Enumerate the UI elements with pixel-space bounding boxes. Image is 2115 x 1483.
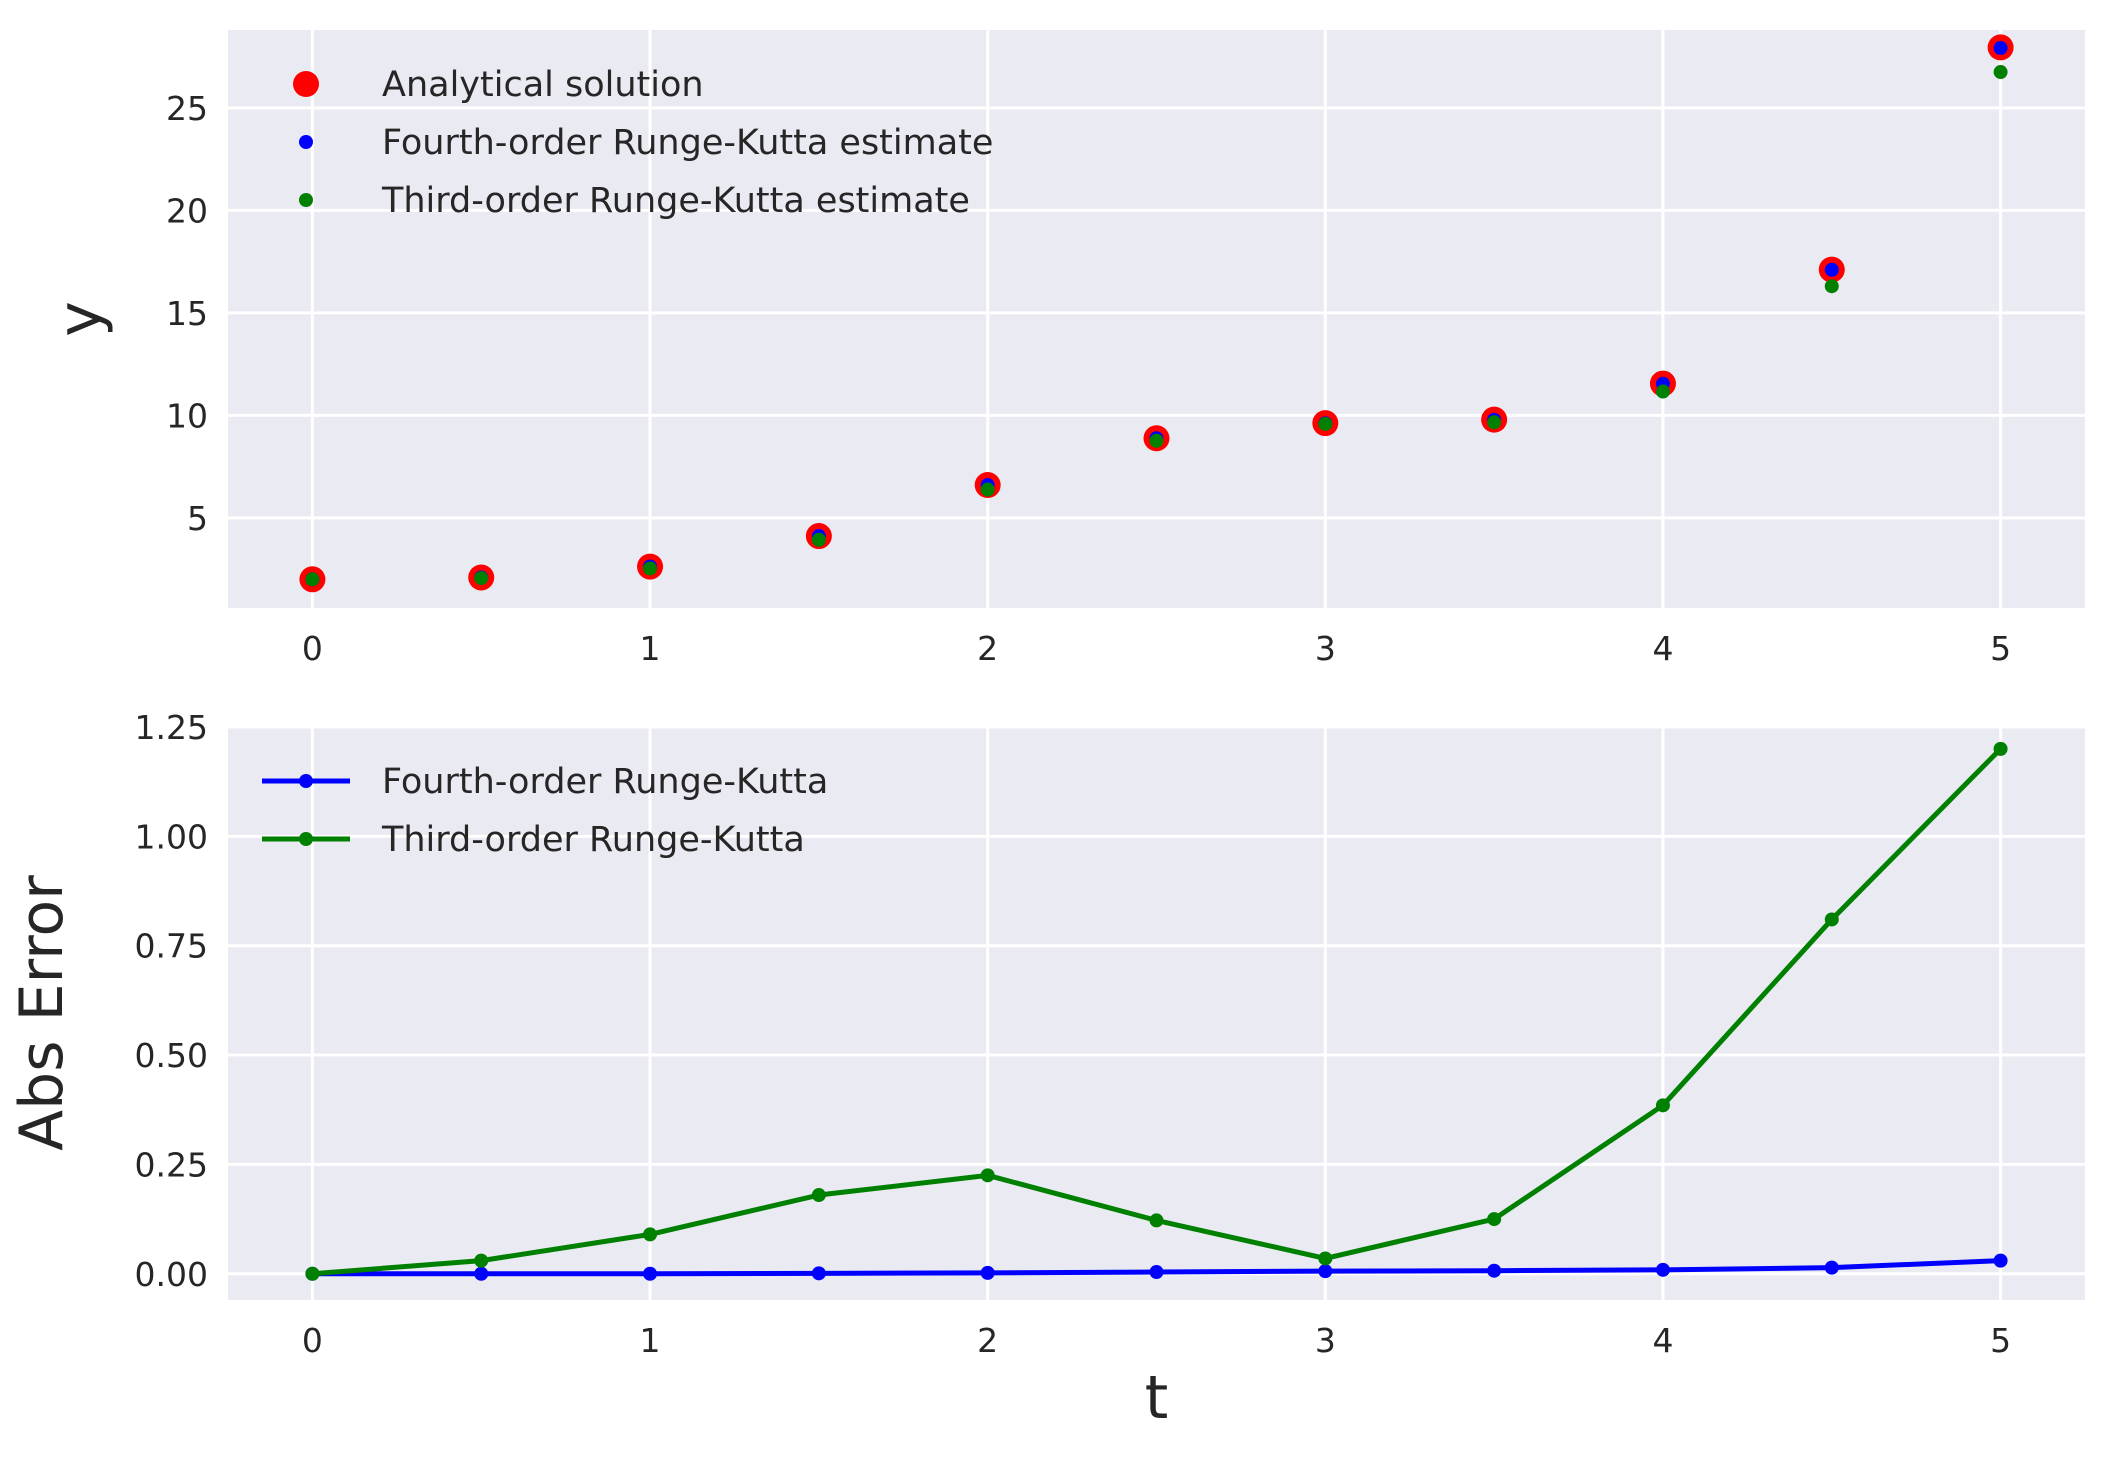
data-point xyxy=(1993,41,2008,56)
data-point xyxy=(1149,1213,1164,1228)
series-2 xyxy=(305,741,2008,1281)
series-3 xyxy=(305,65,2008,587)
data-point xyxy=(305,1266,320,1281)
data-point xyxy=(1487,415,1502,430)
data-point xyxy=(474,1253,489,1268)
series-1 xyxy=(305,1253,2008,1281)
y-tick-label: 0.50 xyxy=(135,1036,208,1075)
legend-marker xyxy=(299,135,313,149)
data-point xyxy=(1993,1253,2008,1268)
legend-label: Analytical solution xyxy=(382,65,704,105)
data-point xyxy=(1993,65,2008,80)
legend-marker xyxy=(299,193,313,207)
y-tick-label: 0.25 xyxy=(135,1145,208,1184)
x-tick-label: 2 xyxy=(977,1321,998,1360)
data-point xyxy=(1824,912,1839,927)
x-tick-label: 4 xyxy=(1652,1321,1673,1360)
data-point xyxy=(1655,384,1670,399)
legend-label: Fourth-order Runge-Kutta xyxy=(382,762,828,802)
legend: Analytical solution Fourth-order Runge-Ku… xyxy=(293,65,993,221)
x-tick-label: 1 xyxy=(640,629,661,668)
data-point xyxy=(1655,1098,1670,1113)
legend-label: Fourth-order Runge-Kutta estimate xyxy=(382,123,993,163)
data-point xyxy=(474,1266,489,1281)
data-point xyxy=(1487,1212,1502,1227)
x-tick-label: 0 xyxy=(302,629,323,668)
x-tick-label: 1 xyxy=(640,1321,661,1360)
data-point xyxy=(1824,262,1839,277)
y-axis-label: Abs Error xyxy=(7,875,77,1151)
data-point xyxy=(980,482,995,497)
y-axis-label: y xyxy=(45,301,115,337)
chart-panel-1: 0 1 2 3 4 5 5 10 15 20 25 y Analytical solution Fourt… xyxy=(45,30,2085,668)
x-tick-label: 3 xyxy=(1315,629,1336,668)
chart-panel-2: 0 1 2 3 4 5 0.00 0.25 0.50 0.75 1.00 1.25 Abs Error t… xyxy=(7,708,2085,1433)
y-tick-label: 15 xyxy=(166,294,208,333)
data-point xyxy=(811,1188,826,1203)
data-point xyxy=(811,532,826,547)
data-point xyxy=(1993,741,2008,756)
data-point xyxy=(643,1227,658,1242)
data-point xyxy=(1318,1251,1333,1266)
legend-label: Third-order Runge-Kutta xyxy=(381,820,805,860)
legend: Fourth-order Runge-Kutta Third-order Rung… xyxy=(262,762,828,860)
legend-marker xyxy=(299,832,313,846)
data-point xyxy=(1655,1262,1670,1277)
data-point xyxy=(1824,279,1839,294)
x-tick-label: 0 xyxy=(302,1321,323,1360)
legend-marker xyxy=(299,774,313,788)
y-tick-label: 5 xyxy=(187,499,208,538)
data-point xyxy=(1318,416,1333,431)
data-point xyxy=(643,1266,658,1281)
legend-label: Third-order Runge-Kutta estimate xyxy=(381,181,970,221)
legend-marker xyxy=(293,71,319,97)
data-point xyxy=(811,1266,826,1281)
y-tick-label: 0.00 xyxy=(135,1255,208,1294)
data-point xyxy=(1149,1265,1164,1280)
y-tick-label: 0.75 xyxy=(135,927,208,966)
data-point xyxy=(980,1265,995,1280)
data-point xyxy=(1318,1264,1333,1279)
y-tick-label: 1.25 xyxy=(135,708,208,747)
y-tick-label: 25 xyxy=(166,89,208,128)
data-point xyxy=(1487,1263,1502,1278)
x-tick-label: 5 xyxy=(1990,629,2011,668)
x-tick-label: 4 xyxy=(1652,629,1673,668)
data-point xyxy=(643,561,658,576)
data-point xyxy=(305,572,320,587)
data-point xyxy=(980,1168,995,1183)
data-point xyxy=(1824,1260,1839,1275)
x-tick-label: 3 xyxy=(1315,1321,1336,1360)
y-tick-label: 20 xyxy=(166,191,208,230)
plot-area xyxy=(228,727,2085,1300)
x-axis-label: t xyxy=(1145,1363,1169,1433)
x-tick-label: 2 xyxy=(977,629,998,668)
data-point xyxy=(474,571,489,586)
plot-area xyxy=(228,30,2085,608)
y-tick-label: 10 xyxy=(166,396,208,435)
x-tick-label: 5 xyxy=(1990,1321,2011,1360)
data-point xyxy=(1149,433,1164,448)
y-tick-label: 1.00 xyxy=(135,817,208,856)
